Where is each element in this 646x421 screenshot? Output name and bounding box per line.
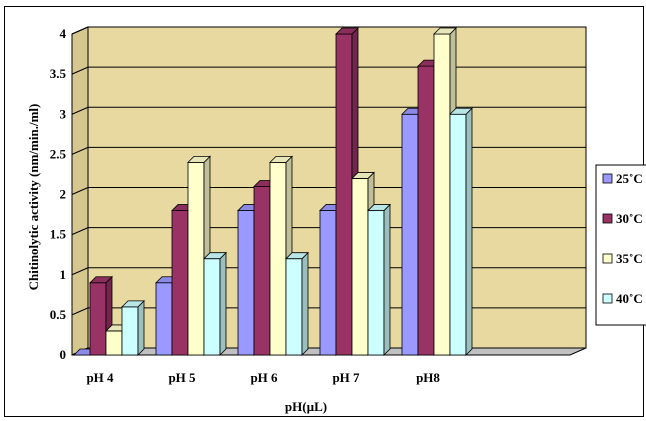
- bar-side: [137, 299, 145, 356]
- category-labels: pH 4 pH 5 pH 6 pH 7 pH8: [86, 370, 440, 385]
- bar-front: [285, 258, 303, 356]
- legend: 25˚C 30˚C 35˚C 40˚C: [595, 164, 646, 326]
- legend-label: 35˚C: [616, 251, 643, 266]
- bar-front: [89, 282, 107, 356]
- bar-front: [367, 210, 385, 356]
- legend-label: 40˚C: [616, 291, 643, 306]
- legend-label: 30˚C: [616, 211, 643, 226]
- gridline-side: [71, 307, 89, 316]
- bar-front: [187, 161, 205, 356]
- category-label: pH 4: [86, 370, 114, 385]
- y-tick-label: 2.5: [50, 146, 67, 161]
- gridline-side: [71, 187, 89, 195]
- gridline-side: [71, 146, 89, 155]
- legend-swatch: [602, 173, 613, 184]
- category-label: pH8: [416, 370, 440, 385]
- bar-front: [269, 161, 287, 356]
- bar: [121, 299, 145, 356]
- category-label: pH 6: [250, 370, 278, 385]
- bars: [73, 27, 473, 356]
- bar-front: [203, 258, 221, 356]
- bar-front: [155, 282, 173, 356]
- bar-front: [105, 330, 123, 356]
- bar-front: [121, 306, 139, 356]
- bar-front: [351, 178, 369, 356]
- bar-top: [285, 252, 309, 260]
- bar-front: [335, 33, 353, 356]
- bar: [449, 107, 473, 356]
- bar-top: [203, 252, 227, 260]
- bar-front: [253, 186, 271, 356]
- bar-top: [367, 204, 391, 211]
- bar-top: [449, 107, 473, 115]
- gridline-side: [71, 106, 89, 115]
- y-axis-title: Chitinolytic activity (nm/min./ml): [26, 104, 41, 291]
- bar-front: [401, 113, 419, 356]
- bar-top: [433, 27, 457, 35]
- category-label: pH 5: [168, 370, 196, 385]
- bar-top: [351, 172, 375, 179]
- category-label: pH 7: [332, 370, 360, 385]
- bar: [203, 251, 227, 356]
- bar-top: [121, 300, 145, 308]
- y-tick-label: 4: [60, 26, 67, 41]
- bar-top: [269, 155, 293, 163]
- y-tick-label: 1: [60, 267, 67, 282]
- bar-side: [301, 251, 309, 356]
- legend-swatch: [602, 213, 613, 224]
- gridline-side: [71, 227, 89, 236]
- y-tick-label: 2: [60, 187, 67, 202]
- y-tick-label: 3.5: [50, 66, 67, 81]
- bar: [367, 203, 391, 356]
- gridline-side: [71, 26, 89, 35]
- bar-front: [319, 210, 337, 356]
- bar-top: [187, 155, 211, 163]
- bar-side: [465, 107, 473, 356]
- bar-side: [219, 251, 227, 356]
- y-tick-label: 0.5: [50, 307, 67, 322]
- legend-swatch: [602, 293, 613, 304]
- y-tick-label: 0: [60, 347, 67, 362]
- bar-front: [417, 65, 435, 356]
- bar: [285, 251, 309, 356]
- y-tick-labels: 0 0.5 1 1.5 2 2.5 3 3.5 4: [50, 26, 67, 362]
- bar-front: [237, 210, 255, 356]
- bar-side: [383, 203, 391, 356]
- legend-swatch: [602, 253, 613, 264]
- gridline-side: [71, 267, 89, 276]
- bar-front: [171, 210, 189, 356]
- bar-front: [433, 33, 451, 356]
- gridline-side: [71, 66, 89, 75]
- bar-top: [335, 27, 359, 35]
- bar-top: [89, 276, 113, 284]
- x-axis-title: pH(µL): [285, 399, 327, 414]
- legend-label: 25˚C: [616, 171, 643, 186]
- bar-front: [449, 113, 467, 356]
- y-tick-label: 1.5: [50, 227, 67, 242]
- y-tick-label: 3: [60, 106, 67, 121]
